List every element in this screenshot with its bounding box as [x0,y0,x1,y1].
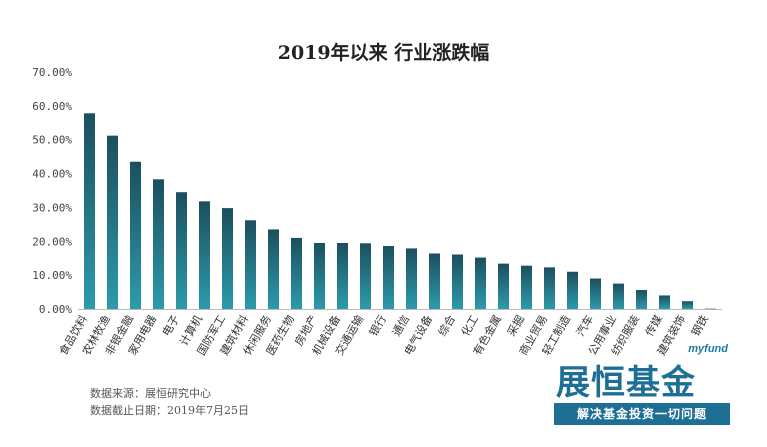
logo-english-text: myfund [688,343,728,355]
brand-logo: myfund 展恒基金 解决基金投资一切问题 [540,343,750,435]
bar [590,278,601,309]
bar [107,135,118,309]
y-tick-label: 10.00% [32,269,72,282]
x-tick-label: 银行 [366,313,389,339]
y-tick-label: 20.00% [32,235,72,248]
bar [268,229,279,309]
data-source-note: 数据来源：展恒研究中心 [90,387,211,400]
bar [659,295,670,309]
x-tick-label: 化工 [458,313,481,339]
x-tick-label: 电子 [160,313,182,339]
bar [291,237,302,309]
chart-notes: 数据来源：展恒研究中心 数据截止日期：2019年7月25日 [90,385,249,419]
chart-title: 2019年以来 行业涨跌幅 [277,42,490,64]
x-tick-label: 传媒 [643,313,665,339]
x-tick-label: 汽车 [573,313,596,339]
bar [176,192,187,309]
y-tick-label: 40.00% [32,168,72,181]
x-tick-label: 通信 [390,313,412,339]
bar [567,271,578,309]
bar [337,242,348,309]
bar [636,290,647,309]
bar [130,161,141,309]
y-tick-label: 60.00% [32,100,72,113]
bar [406,248,417,309]
bar [544,267,555,309]
y-tick-label: 0.00% [39,303,72,316]
x-tick-label: 采掘 [504,313,527,339]
logo-slogan: 解决基金投资一切问题 [554,403,730,425]
bar [199,201,210,309]
x-tick-label: 综合 [435,313,458,339]
y-tick-label: 70.00% [32,66,72,79]
bar [452,254,463,309]
bar [383,246,394,309]
data-date-note: 数据截止日期：2019年7月25日 [90,404,249,417]
bar [498,263,509,309]
bar [245,220,256,309]
bar [84,113,95,309]
bar [222,208,233,309]
bar [314,242,325,309]
y-tick-label: 30.00% [32,201,72,214]
bar [613,283,624,309]
bar [521,265,532,309]
bar [153,179,164,309]
bar [682,301,693,309]
y-tick-label: 50.00% [32,134,72,147]
bar [429,253,440,309]
logo-chinese-text: 展恒基金 [556,363,696,403]
bar [705,308,716,310]
bar [475,257,486,309]
bar [360,243,371,309]
x-tick-label: 钢铁 [689,313,711,339]
